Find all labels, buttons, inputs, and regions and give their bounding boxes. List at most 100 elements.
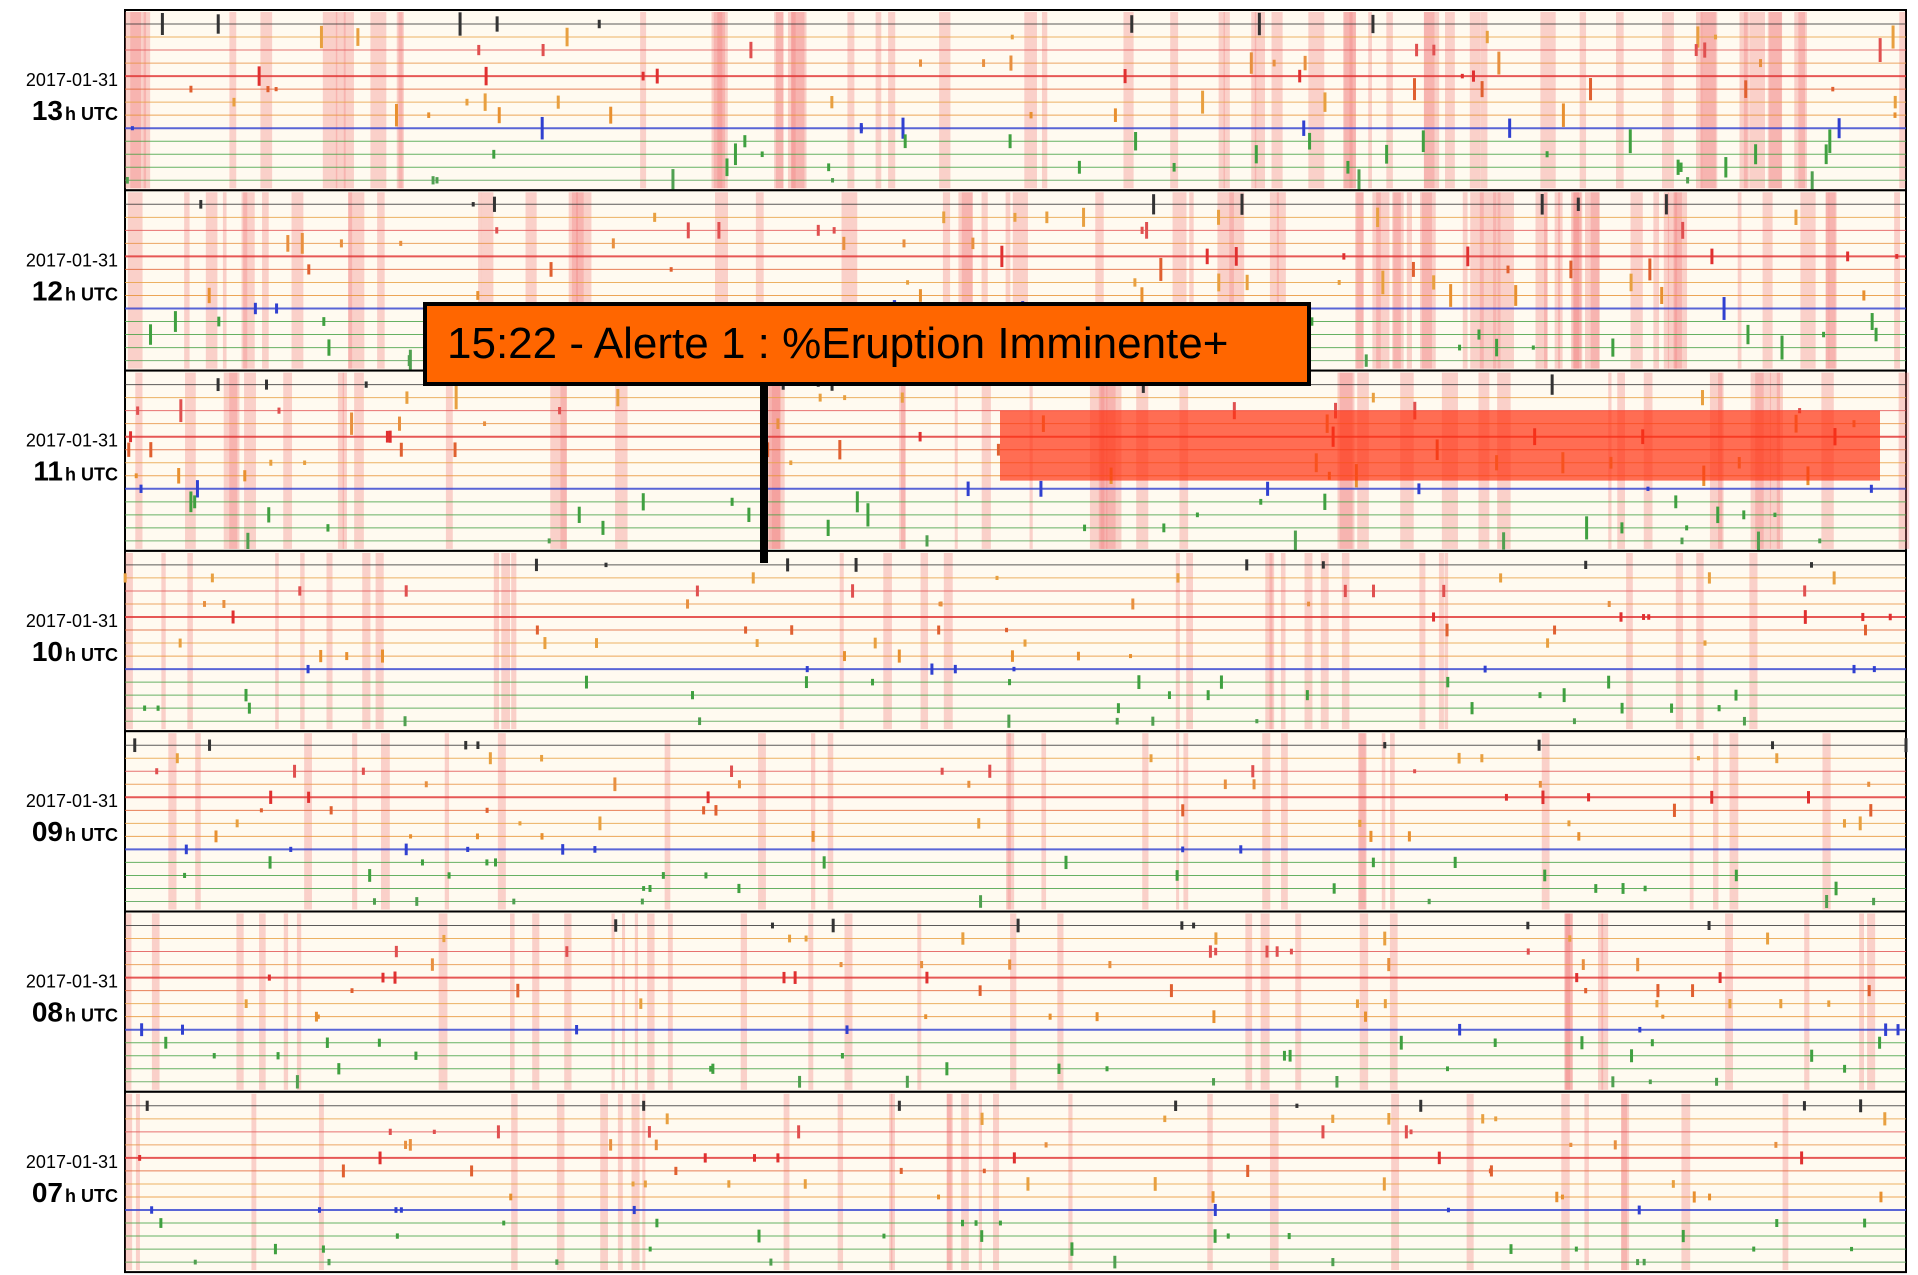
event-band — [354, 372, 364, 549]
event-band — [525, 192, 537, 369]
event-band — [244, 372, 256, 549]
row-date: 2017-01-31 — [26, 611, 118, 631]
event-band — [1480, 12, 1488, 189]
row-hour: 11 h UTC — [33, 456, 118, 487]
hour-number: 09 — [32, 816, 63, 847]
event-band — [1470, 192, 1484, 369]
event-band — [370, 12, 387, 189]
event-band — [1597, 913, 1604, 1090]
event-band — [631, 1093, 640, 1271]
event-band — [337, 372, 345, 549]
event-band — [1762, 192, 1773, 369]
event-band — [1010, 913, 1017, 1090]
event-band — [1590, 192, 1600, 369]
event-band — [1565, 913, 1573, 1090]
hour-number: 11 — [33, 456, 63, 487]
event-band — [1006, 733, 1015, 910]
event-band — [260, 12, 264, 189]
event-band — [1739, 12, 1749, 189]
event-band — [1662, 12, 1674, 189]
event-band — [335, 12, 346, 189]
row-frame — [124, 549, 1907, 733]
event-band — [444, 733, 450, 910]
event-band — [1123, 12, 1134, 189]
event-band — [1695, 12, 1703, 189]
event-band — [184, 192, 190, 369]
event-band — [1579, 12, 1587, 189]
event-band — [920, 552, 929, 730]
event-band — [1653, 192, 1660, 369]
trace-row — [124, 1090, 1907, 1274]
event-band — [1229, 192, 1242, 369]
event-band — [758, 733, 766, 910]
event-band — [187, 552, 193, 730]
event-band — [1570, 192, 1583, 369]
event-band — [263, 12, 273, 189]
event-band — [1393, 192, 1401, 369]
event-band — [478, 192, 482, 369]
event-band — [1251, 12, 1257, 189]
event-band — [939, 12, 951, 189]
event-band — [362, 552, 371, 730]
event-band — [1767, 12, 1783, 189]
event-band — [621, 913, 626, 1090]
event-band — [1423, 12, 1440, 189]
event-band — [943, 552, 953, 730]
event-band — [1271, 12, 1283, 189]
event-band — [223, 372, 238, 549]
event-band — [811, 733, 816, 910]
event-band — [1444, 12, 1455, 189]
event-band — [1554, 192, 1561, 369]
event-band — [1372, 192, 1381, 369]
alert-banner: 15:22 - Alerte 1 : %Eruption Imminente+ — [423, 302, 1311, 386]
event-band — [556, 1093, 565, 1271]
event-band — [1265, 552, 1273, 730]
hour-unit: h UTC — [65, 1006, 118, 1026]
event-band — [600, 1093, 608, 1271]
row-hour: 08 h UTC — [32, 997, 118, 1028]
event-band — [243, 192, 248, 369]
event-band — [888, 12, 896, 189]
row-hour: 07 h UTC — [32, 1177, 118, 1208]
event-band — [125, 1093, 133, 1271]
event-band — [322, 12, 338, 189]
event-band — [1308, 12, 1325, 189]
trace-row — [124, 730, 1908, 913]
hour-unit: h UTC — [65, 825, 118, 845]
event-band — [1276, 192, 1286, 369]
event-band — [135, 372, 143, 549]
event-band — [438, 913, 448, 1090]
event-band — [352, 733, 358, 910]
event-band — [1737, 192, 1742, 369]
event-band — [1269, 1093, 1279, 1271]
event-band — [1564, 913, 1573, 1090]
event-band — [398, 12, 403, 189]
event-band — [1183, 733, 1189, 910]
event-band — [185, 372, 196, 549]
event-band — [1898, 372, 1910, 549]
hour-number: 08 — [32, 997, 63, 1028]
event-band — [1673, 192, 1678, 369]
event-band — [222, 192, 227, 369]
event-band — [1386, 12, 1393, 189]
event-band — [617, 1093, 623, 1271]
event-band — [1899, 12, 1906, 189]
event-band — [1419, 552, 1426, 730]
event-band — [961, 192, 973, 369]
event-band — [839, 552, 844, 730]
event-band — [1782, 1093, 1789, 1271]
event-band — [875, 12, 882, 189]
event-band — [847, 12, 855, 189]
event-band — [300, 552, 305, 730]
event-band — [1479, 192, 1497, 369]
row-date: 2017-01-31 — [26, 431, 118, 451]
event-band — [1681, 1093, 1691, 1271]
event-band — [1804, 913, 1810, 1090]
event-band — [236, 913, 244, 1090]
event-band — [1005, 192, 1011, 369]
event-band — [1269, 552, 1275, 730]
hour-number: 07 — [32, 1177, 63, 1208]
event-band — [259, 913, 266, 1090]
row-date: 2017-01-31 — [26, 70, 118, 90]
event-band — [1245, 913, 1253, 1090]
